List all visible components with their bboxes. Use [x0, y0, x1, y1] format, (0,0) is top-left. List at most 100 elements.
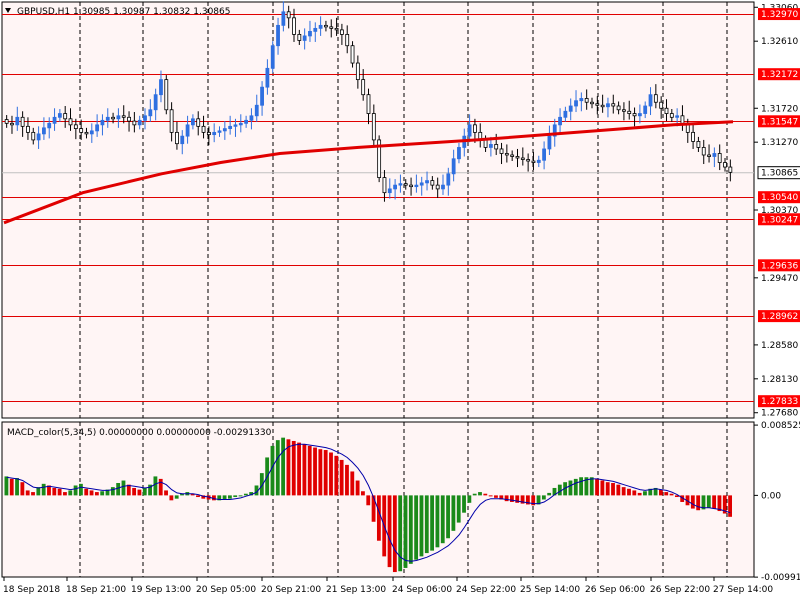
- moving-average: [3, 120, 734, 225]
- macd-bar: [142, 487, 147, 496]
- level-label: 1.32172: [761, 70, 798, 80]
- macd-bar: [541, 495, 546, 500]
- candle-body: [57, 113, 62, 118]
- macd-bar: [286, 439, 291, 496]
- candle-body: [611, 103, 616, 107]
- price-panel[interactable]: [2, 2, 754, 418]
- price-axis: 1.330601.326101.317201.312701.303701.294…: [754, 3, 800, 583]
- macd-bar: [584, 477, 589, 496]
- macd-bar: [376, 495, 381, 541]
- y-tick-label: 1.28130: [761, 375, 798, 385]
- x-tick-label: 24 Sep 22:00: [456, 585, 516, 595]
- macd-bar: [243, 493, 248, 496]
- candle-body: [701, 147, 706, 156]
- macd-bar: [318, 449, 323, 496]
- candle-body: [238, 122, 243, 126]
- horizontal-levels[interactable]: [2, 14, 754, 402]
- macd-bar: [589, 477, 594, 496]
- macd-bar: [648, 488, 653, 496]
- candle-body: [345, 34, 350, 47]
- macd-bar: [456, 495, 461, 523]
- candle-body: [281, 11, 286, 26]
- candle-body: [590, 101, 594, 105]
- x-tick-label: 20 Sep 21:00: [261, 585, 321, 595]
- candle-body: [73, 124, 78, 130]
- candle-body: [685, 124, 690, 133]
- macd-bar: [164, 490, 168, 496]
- y-tick-label: 1.28580: [761, 341, 798, 351]
- macd-bar: [563, 482, 568, 496]
- candle-body: [403, 183, 408, 186]
- candle-body: [4, 119, 9, 124]
- candle-body: [696, 141, 701, 148]
- y-tick-label: 1.31720: [761, 104, 798, 114]
- candle-body: [308, 30, 312, 37]
- macd-bar: [685, 495, 690, 506]
- macd-bar: [329, 452, 333, 496]
- macd-bar: [414, 495, 419, 560]
- macd-bar: [116, 483, 121, 496]
- candle-body: [47, 122, 52, 129]
- candle-body: [483, 139, 488, 148]
- candle-body: [643, 105, 648, 114]
- candle-body: [201, 125, 206, 133]
- macd-bar: [552, 487, 557, 496]
- macd-bar: [217, 495, 222, 501]
- macd-bar: [659, 489, 663, 496]
- macd-bar: [190, 493, 195, 496]
- candle-body: [520, 157, 525, 160]
- candle-body: [175, 131, 179, 145]
- candle-body: [616, 105, 621, 111]
- candle-body: [366, 94, 371, 114]
- macd-bar: [632, 490, 637, 496]
- macd-header: MACD_color(5,34,5) 0.00000000 0.00000000…: [7, 428, 272, 438]
- macd-bar: [355, 480, 360, 496]
- x-tick-label: 24 Sep 06:00: [392, 585, 452, 595]
- macd-bar: [47, 485, 51, 496]
- macd-bar: [616, 484, 621, 496]
- candle-body: [382, 177, 387, 194]
- candle-body: [153, 94, 158, 111]
- level-label-bg: [758, 259, 800, 272]
- level-label: 1.27833: [761, 397, 798, 407]
- candle-body: [659, 101, 664, 109]
- candle-body: [622, 109, 626, 112]
- x-tick-label: 18 Sep 21:00: [66, 585, 126, 595]
- macd-bar: [84, 488, 89, 496]
- candle-body: [100, 119, 105, 126]
- candle-body: [371, 113, 376, 141]
- macd-bar: [366, 495, 371, 506]
- macd-bar: [52, 487, 57, 496]
- macd-bar: [664, 492, 669, 496]
- candle-body: [675, 115, 680, 118]
- level-label: 1.29636: [761, 261, 798, 271]
- candle-body: [26, 125, 30, 133]
- macd-bar: [153, 476, 158, 496]
- macd-bar: [169, 495, 174, 501]
- level-label-bg: [758, 8, 800, 21]
- candle-body: [260, 86, 264, 106]
- candle-body: [222, 128, 227, 132]
- macd-bar: [483, 493, 488, 496]
- macd-bar: [78, 483, 83, 496]
- macd-bar: [313, 447, 317, 496]
- candle-body: [339, 29, 344, 35]
- macd-bar: [510, 495, 514, 502]
- y-tick-label: 1.31270: [761, 138, 798, 148]
- macd-bar: [403, 495, 408, 568]
- macd-bar: [696, 495, 701, 511]
- macd-bar: [424, 495, 429, 554]
- candle-body: [121, 115, 126, 118]
- candle-body: [228, 125, 233, 130]
- candle-body: [499, 148, 504, 154]
- macd-bar: [291, 440, 296, 496]
- candle-body: [361, 79, 366, 96]
- macd-bar: [105, 489, 110, 496]
- macd-bar: [637, 492, 642, 496]
- macd-bar: [196, 495, 200, 498]
- candle-body: [132, 120, 137, 126]
- x-tick-label: 26 Sep 06:00: [585, 585, 645, 595]
- macd-bar: [110, 487, 115, 496]
